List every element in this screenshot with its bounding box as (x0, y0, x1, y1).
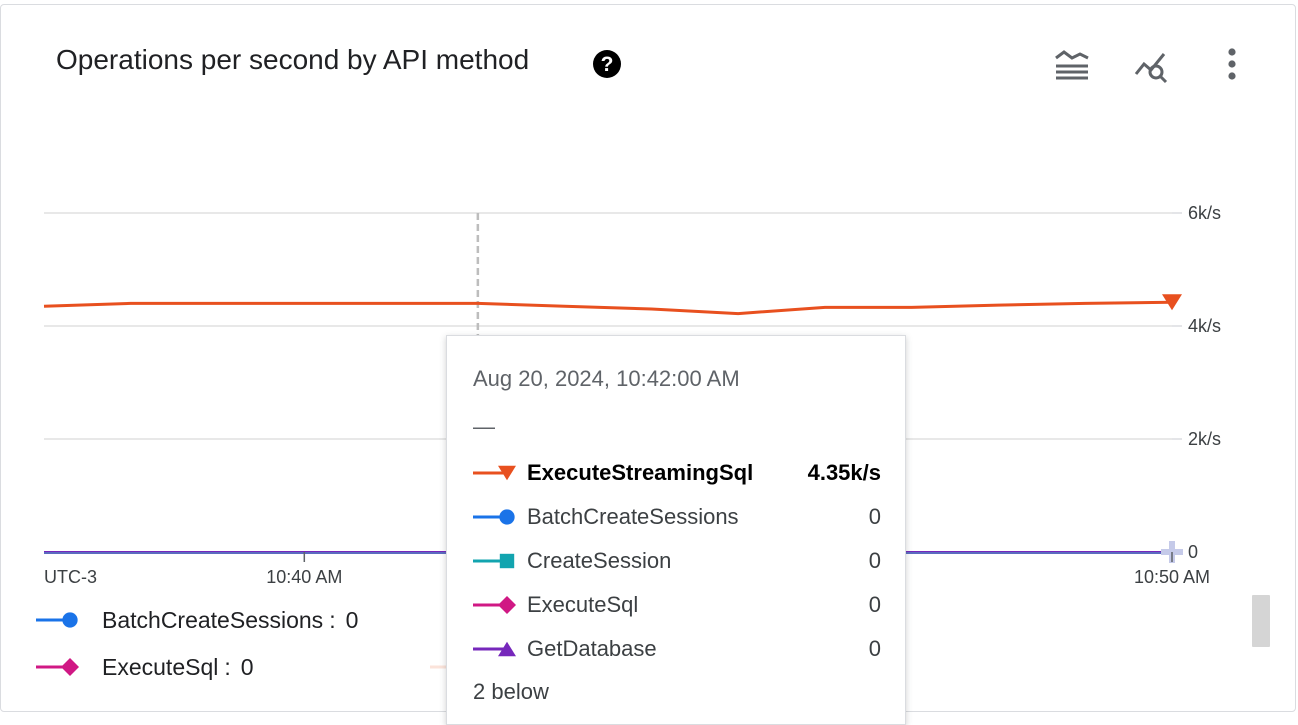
legend-item-ExecuteSql[interactable]: ExecuteSql:0 (34, 652, 254, 682)
legend-value: 0 (345, 606, 359, 633)
tooltip-series-name: CreateSession (527, 548, 672, 573)
help-circle-icon[interactable]: ? (592, 49, 622, 79)
x-tick-label: 10:40 AM (266, 567, 342, 587)
legend-swatch (36, 658, 79, 676)
x-tick-label: 10:50 AM (1134, 567, 1210, 587)
tooltip-series-value: 0 (868, 504, 881, 529)
svg-text:?: ? (601, 53, 614, 76)
legend-separator: : (329, 606, 336, 633)
y-tick-label: 0 (1188, 542, 1198, 562)
legend-label: ExecuteSql (102, 653, 219, 680)
more-vert-icon[interactable] (1218, 46, 1246, 84)
tooltip-series-name: ExecuteSql (527, 592, 639, 617)
chart-title: Operations per second by API method (56, 44, 530, 75)
series-line-ExecuteStreamingSql (43, 300, 1173, 316)
x-tick-label: UTC-3 (44, 567, 97, 587)
tooltip-series-name: GetDatabase (527, 636, 657, 661)
tooltip-more-below: 2 below (473, 679, 549, 704)
y-tick-label: 2k/s (1188, 429, 1221, 449)
legend-item-BatchCreateSessions[interactable]: BatchCreateSessions:0 (34, 605, 358, 635)
tooltip-series-value: 0 (868, 548, 881, 573)
tooltip-swatch (473, 641, 516, 657)
legend-separator: : (224, 653, 231, 680)
tooltip-swatch (473, 596, 516, 614)
legend-toggle-icon[interactable] (1052, 48, 1092, 84)
y-tick-label: 6k/s (1188, 203, 1221, 223)
tooltip-row: ExecuteStreamingSql 4.35k/s (471, 458, 881, 488)
series-end-marker-ExecuteStreamingSql (1162, 294, 1182, 311)
tooltip-series-value: 0 (868, 592, 881, 617)
explore-chart-icon[interactable] (1132, 50, 1172, 86)
legend-scrollbar[interactable] (1252, 595, 1270, 647)
legend-value: 0 (240, 653, 254, 680)
tooltip-series-name: ExecuteStreamingSql (527, 460, 754, 485)
tooltip-row: BatchCreateSessions 0 (471, 502, 881, 532)
tooltip-row: ExecuteSql 0 (471, 590, 881, 620)
hover-tooltip: Aug 20, 2024, 10:42:00 AM — ExecuteStrea… (446, 335, 906, 725)
y-tick-label: 4k/s (1188, 316, 1221, 336)
tooltip-series-value: 0 (868, 636, 881, 661)
tooltip-series-value: 4.35k/s (807, 460, 881, 485)
tooltip-swatch (473, 553, 515, 569)
tooltip-timestamp: Aug 20, 2024, 10:42:00 AM (473, 366, 740, 391)
tooltip-divider: — (473, 414, 495, 439)
tooltip-series-name: BatchCreateSessions (527, 504, 739, 529)
tooltip-row: GetDatabase 0 (471, 634, 881, 664)
tooltip-swatch (473, 465, 516, 481)
tooltip-swatch (473, 509, 515, 525)
tooltip-row: CreateSession 0 (471, 546, 881, 576)
legend-swatch (36, 612, 78, 628)
legend-label: BatchCreateSessions (102, 606, 324, 633)
